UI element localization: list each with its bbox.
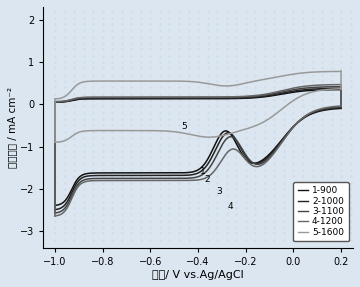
X-axis label: 电位/ V vs.Ag/AgCl: 电位/ V vs.Ag/AgCl xyxy=(152,270,244,280)
Text: 1: 1 xyxy=(200,167,206,176)
Text: 4: 4 xyxy=(228,202,233,211)
Text: 2: 2 xyxy=(205,175,211,184)
Y-axis label: 电流密度 / mA cm⁻²: 电流密度 / mA cm⁻² xyxy=(7,87,17,168)
Text: 3: 3 xyxy=(217,187,222,196)
Legend: 1-900, 2-1000, 3-1100, 4-1200, 5-1600: 1-900, 2-1000, 3-1100, 4-1200, 5-1600 xyxy=(293,182,348,241)
Text: 5: 5 xyxy=(181,122,187,131)
